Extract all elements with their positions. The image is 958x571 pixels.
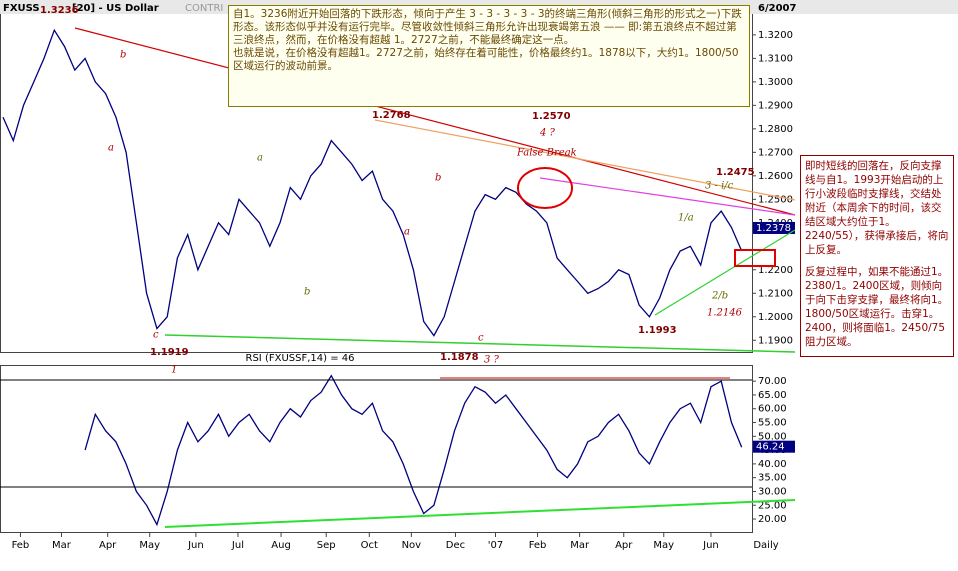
y-tick-label: 65.00 [758,390,787,401]
y-tick-label: 50.00 [758,431,787,442]
x-tick-label: Mar [52,540,72,551]
price-label: 1.2768 [372,110,411,121]
y-tick-label: 1.3100 [758,53,793,64]
x-tick-label: '07 [488,540,503,551]
y-tick-label: 20.00 [758,514,787,525]
y-tick-label: 1.1900 [758,335,793,346]
wave-label: b [304,287,310,298]
last-value-label: 46.24 [756,442,785,453]
price-label: 1.1878 [440,352,479,363]
wave-label: 1/a [678,213,694,224]
x-tick-label: Mar [570,540,590,551]
y-tick-label: 1.2800 [758,124,793,135]
wave-label: a [108,143,114,154]
rsi-panel [0,365,753,533]
x-tick-label: Jun [187,540,204,551]
x-tick-label: May [139,540,160,551]
price-label: 1.2475 [716,167,755,178]
x-tick-label: Aug [271,540,291,551]
price-label: 1.1993 [638,325,677,336]
series-line [2,28,743,337]
y-tick-label: 1.3000 [758,77,793,88]
y-tick-label: 1.2700 [758,147,793,158]
y-tick-label: 35.00 [758,473,787,484]
x-tick-label: Nov [402,540,422,551]
highlight-box [734,249,776,267]
last-value-label: 1.2378 [756,223,791,234]
price-label: 1.2146 [707,308,743,319]
x-tick-label: May [653,540,674,551]
y-tick-label: 1.2500 [758,194,793,205]
wave-label: c [153,330,159,341]
x-unit-label: Daily [753,540,778,551]
note-text: 自1。3236附近开始回落的下跌形态，倾向于产生 3 - 3 - 3 - 3 -… [233,8,742,46]
note-text: 反复过程中，如果不能通过1。2380/1。2400区域，则倾向于向下击穿支撑，最… [805,266,949,348]
y-tick-label: 25.00 [758,500,787,511]
y-tick-label: 1.2000 [758,312,793,323]
note-right: 即时短线的回落在，反向支撑线与自1。1993开始启动的上行小波段临时支撑线，交结… [800,155,954,357]
trendline [539,177,796,216]
last-value-box [753,440,795,453]
y-tick-label: 70.00 [758,376,787,387]
wave-label: 2/b [711,291,728,302]
date-label: 6/2007 [758,3,796,14]
source: CONTRI [185,3,223,14]
y-tick-label: 1.2100 [758,288,793,299]
wave-label: 1 [171,365,177,376]
x-tick-label: Sep [317,540,336,551]
wave-label: a [257,153,263,164]
price-label: 1.3236 [40,5,79,16]
y-tick-label: 1.3200 [758,30,793,41]
y-tick-label: 60.00 [758,404,787,415]
x-tick-label: Feb [529,540,547,551]
chart-title: FXUSS [3,3,40,14]
note-top: 自1。3236附近开始回落的下跌形态，倾向于产生 3 - 3 - 3 - 3 -… [228,5,750,107]
price-label: 1.1919 [150,347,189,358]
last-value-box [753,221,795,234]
x-tick-label: Jun [702,540,719,551]
trendline [164,334,796,353]
x-tick-label: Apr [99,540,117,551]
note-text: 即时短线的回落在，反向支撑线与自1。1993开始启动的上行小波段临时支撑线，交结… [805,160,949,256]
series-line [84,374,743,527]
chart-subtitle: [20] - US Dollar [72,3,159,14]
rsi-title: RSI (FXUSSF,14) = 46 [246,353,355,364]
x-tick-label: Oct [361,540,378,551]
wave-label: 3 ? [484,355,500,366]
price-layer: 1.19001.20001.21001.22001.24001.25001.26… [2,28,795,551]
wave-label: a [404,227,410,238]
price-label: 1.2570 [532,111,571,122]
trendline [164,499,796,528]
wave-label: c [478,333,484,344]
y-tick-label: 30.00 [758,486,787,497]
y-tick-label: 1.2900 [758,100,793,111]
y-tick-label: 1.2600 [758,171,793,182]
x-tick-label: Apr [615,540,633,551]
y-tick-label: 1.2200 [758,265,793,276]
highlight-circle [517,167,573,209]
x-tick-label: Dec [446,540,465,551]
wave-label: False Break [516,148,577,159]
note-text: 也就是说，在价格没有超越1。2727之前，始终存在着可能性，价格最终约1。187… [233,47,739,72]
trendline [654,229,796,316]
x-tick-label: Feb [12,540,30,551]
trendline [374,119,796,201]
trendlines [0,27,796,528]
trendline [74,27,796,216]
wave-label: 4 ? [539,128,556,139]
wave-label: 3 - i/c [705,181,734,192]
x-tick-label: Jul [231,540,244,551]
wave-label: b [435,173,441,184]
y-tick-label: 55.00 [758,418,787,429]
y-tick-label: 40.00 [758,459,787,470]
wave-label: b [120,50,126,61]
